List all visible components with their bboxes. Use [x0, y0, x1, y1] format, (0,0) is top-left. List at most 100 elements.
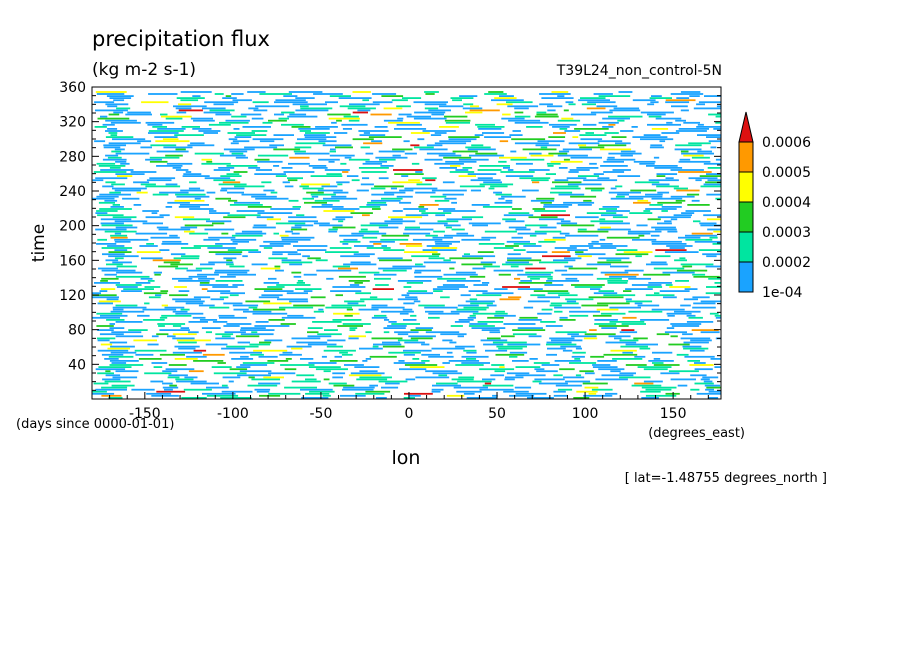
precip-cell [518, 282, 553, 284]
precip-cell [606, 259, 622, 262]
precip-cell [499, 366, 505, 368]
precip-cell [598, 368, 625, 371]
precip-cell [261, 294, 283, 297]
precip-cell [468, 290, 488, 292]
precip-cell [621, 329, 635, 331]
precip-cell [477, 126, 505, 128]
precip-cell [369, 355, 397, 358]
precip-cell [174, 358, 198, 360]
precip-cell [95, 368, 126, 371]
precip-cell [300, 107, 333, 110]
precip-cell [248, 107, 259, 110]
precip-cell [355, 392, 385, 395]
precip-cell [391, 323, 420, 325]
precip-cell [392, 154, 401, 157]
precip-cell [215, 113, 232, 116]
precip-cell [670, 335, 678, 338]
precip-cell [170, 253, 186, 256]
precip-cell [511, 236, 523, 239]
precip-cell [99, 193, 131, 196]
precip-cell [164, 306, 185, 309]
precip-cell [467, 173, 497, 175]
precip-cell [392, 265, 426, 268]
precip-cell [574, 358, 581, 360]
precip-cell [607, 280, 629, 282]
precip-cell [550, 187, 581, 190]
precip-cell [103, 146, 121, 149]
precip-cell [446, 280, 481, 282]
precip-cell [331, 304, 366, 307]
heatmap-cells [92, 91, 721, 399]
precip-cell [439, 140, 472, 143]
precip-cell [633, 201, 651, 204]
precip-cell [251, 117, 264, 120]
precip-cell [505, 376, 524, 379]
precip-cell [107, 347, 130, 350]
precip-cell [288, 216, 317, 219]
precip-cell [98, 201, 115, 204]
precip-cell [700, 185, 721, 188]
precip-cell [104, 273, 117, 276]
precip-cell [455, 345, 475, 348]
precip-cell [313, 310, 324, 313]
precip-cell [237, 374, 271, 377]
precip-cell [194, 197, 201, 200]
precip-cell [188, 370, 204, 373]
precip-cell [598, 325, 629, 327]
precip-cell [609, 275, 637, 278]
precip-cell [178, 206, 201, 208]
precip-cell [553, 374, 563, 377]
precip-cell [651, 183, 670, 186]
precip-cell [94, 126, 107, 128]
precip-cell [215, 243, 238, 245]
precip-cell [562, 148, 592, 151]
precip-cell [593, 173, 604, 175]
precip-cell [178, 347, 196, 350]
precip-cell [107, 245, 125, 247]
precip-cell [527, 397, 554, 399]
precip-cell [565, 380, 591, 383]
precip-cell [690, 374, 707, 377]
precip-cell [326, 345, 343, 348]
precip-cell [373, 273, 397, 276]
precip-cell [576, 167, 599, 169]
precip-cell [349, 284, 360, 286]
precip-cell [632, 238, 657, 241]
precip-cell [700, 224, 721, 227]
precip-cell [600, 271, 629, 274]
precip-cell [569, 245, 594, 247]
precip-cell [428, 355, 454, 358]
precip-cell [591, 388, 613, 391]
precip-cell [637, 366, 672, 368]
precip-cell [104, 380, 131, 383]
precip-cell [297, 138, 327, 141]
precip-cell [305, 378, 317, 381]
precip-cell [346, 308, 353, 311]
precip-cell [141, 257, 163, 260]
precip-cell [590, 189, 603, 192]
precip-cell [157, 323, 186, 325]
precip-cell [498, 347, 523, 350]
precip-cell [362, 99, 369, 102]
precip-cell [150, 236, 180, 239]
precip-cell [286, 292, 308, 295]
precip-cell [670, 195, 695, 198]
precip-cell [127, 111, 151, 114]
precip-cell [654, 255, 671, 258]
precip-cell [221, 347, 246, 350]
precip-cell [692, 306, 716, 309]
precip-cell [100, 288, 116, 290]
precip-cell [96, 93, 125, 95]
precip-cell [414, 275, 443, 278]
precip-cell [698, 249, 721, 251]
precip-cell [458, 376, 475, 379]
precip-cell [273, 134, 294, 136]
precip-cell [369, 384, 378, 387]
precip-cell [359, 134, 386, 136]
precip-cell [233, 171, 248, 173]
precip-cell [633, 160, 656, 163]
precip-cell [110, 345, 135, 348]
precip-cell [392, 210, 403, 212]
y-axis-units: (days since 0000-01-01) [16, 417, 174, 432]
precip-cell [229, 351, 262, 354]
